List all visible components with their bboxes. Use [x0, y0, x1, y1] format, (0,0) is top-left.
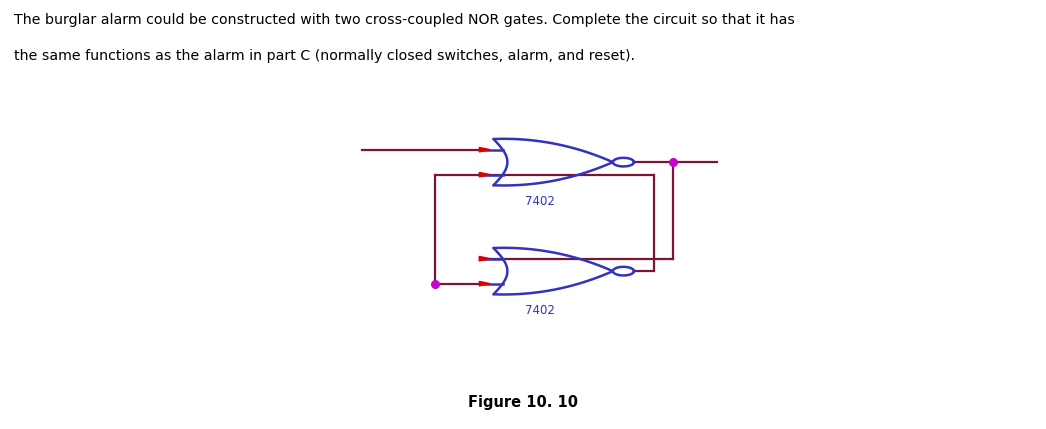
Polygon shape — [479, 148, 491, 152]
Text: the same functions as the alarm in part C (normally closed switches, alarm, and : the same functions as the alarm in part … — [14, 49, 635, 63]
Polygon shape — [479, 281, 491, 286]
Polygon shape — [479, 257, 491, 261]
Text: 7402: 7402 — [525, 195, 555, 208]
Text: The burglar alarm could be constructed with two cross-coupled NOR gates. Complet: The burglar alarm could be constructed w… — [14, 13, 795, 27]
Polygon shape — [479, 172, 491, 177]
Text: Figure 10. 10: Figure 10. 10 — [468, 395, 578, 410]
Text: 7402: 7402 — [525, 304, 555, 317]
